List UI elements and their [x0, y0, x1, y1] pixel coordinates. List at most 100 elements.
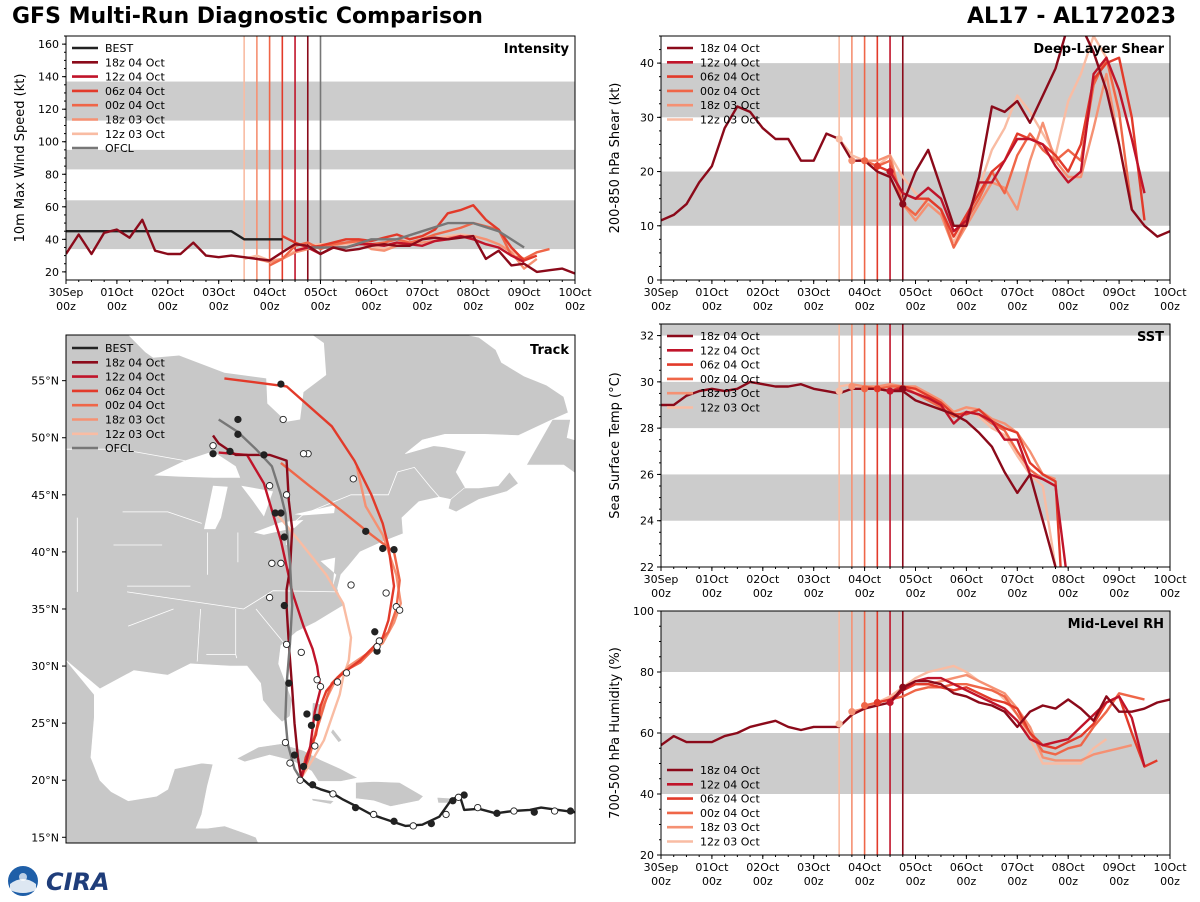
series-line-18z-03-oct	[851, 382, 1056, 481]
x-tick-label: 10Oct	[558, 286, 592, 299]
rh-chart: 2040608010030Sep00z01Oct00z02Oct00z03Oct…	[608, 605, 1187, 888]
init-marker	[848, 708, 856, 716]
series-line-best	[66, 229, 283, 241]
legend-label: 06z 04 Oct	[700, 359, 760, 372]
init-marker	[886, 387, 894, 395]
track-point	[277, 380, 285, 388]
legend-label: 12z 04 Oct	[700, 778, 760, 791]
y-tick-label: 40	[45, 233, 59, 246]
border-line	[127, 590, 339, 610]
lat-tick-label: 40°N	[31, 546, 59, 559]
legend-label: 12z 03 Oct	[700, 114, 760, 127]
track-point	[277, 559, 285, 567]
track-point	[303, 710, 311, 718]
y-tick-label: 0	[647, 274, 654, 287]
shaded-band	[661, 63, 1170, 118]
y-tick-label: 28	[640, 422, 654, 435]
water-body	[241, 485, 273, 517]
land-mass	[310, 798, 335, 805]
y-axis-label: 10m Max Wind Speed (kt)	[13, 74, 28, 243]
x-tick-label: 08Oct	[1052, 286, 1086, 299]
track-point	[316, 682, 325, 691]
track-point	[474, 803, 482, 812]
legend-label: 12z 04 Oct	[700, 344, 760, 357]
track-point	[510, 807, 518, 815]
border-line	[196, 608, 201, 662]
shaded-band	[661, 474, 1170, 521]
series-line-12z-03-oct	[838, 36, 1121, 244]
init-marker	[848, 382, 856, 391]
legend-label: 12z 03 Oct	[105, 128, 165, 141]
track-point	[370, 810, 378, 819]
x-tick-label: 09Oct	[1103, 286, 1137, 299]
x-tick-label: 00z	[107, 300, 127, 313]
plot-area	[66, 36, 575, 280]
series-line-12z-04-oct	[889, 56, 1146, 233]
x-tick-label: 01Oct	[695, 573, 729, 586]
init-marker	[861, 701, 869, 710]
init-marker	[899, 683, 907, 691]
water-body	[154, 451, 241, 478]
legend-label: 12z 03 Oct	[700, 402, 760, 415]
legend-label: 00z 04 Oct	[105, 399, 165, 412]
x-tick-label: 00z	[702, 875, 722, 888]
series-line-18z-04-oct	[661, 679, 1170, 747]
y-tick-label: 140	[38, 71, 59, 84]
track-point	[313, 713, 321, 722]
x-tick-label: 00z	[565, 300, 585, 313]
x-tick-label: 06Oct	[950, 286, 984, 299]
x-tick-label: 06Oct	[950, 573, 984, 586]
track-point	[342, 669, 351, 677]
lat-tick-label: 20°N	[31, 774, 59, 787]
track-point	[280, 533, 288, 541]
lat-tick-label: 15°N	[31, 831, 59, 844]
x-tick-label: 10Oct	[1153, 573, 1187, 586]
map-area	[66, 335, 575, 843]
legend-label: 18z 03 Oct	[105, 414, 165, 427]
x-tick-label: 00z	[514, 300, 534, 313]
x-tick-label: 00z	[209, 300, 229, 313]
x-tick-label: 00z	[804, 875, 824, 888]
init-marker	[899, 385, 907, 393]
x-tick-label: 30Sep	[644, 286, 679, 299]
track-line-best	[300, 776, 575, 828]
x-tick-label: 00z	[957, 875, 977, 888]
y-tick-label: 26	[640, 468, 654, 481]
track-point	[265, 482, 274, 490]
border-line	[206, 654, 238, 659]
x-tick-label: 07Oct	[1001, 573, 1035, 586]
track-point	[297, 648, 305, 657]
track-point	[396, 606, 404, 614]
x-tick-label: 00z	[1058, 587, 1078, 600]
legend-label: 00z 04 Oct	[700, 807, 760, 820]
shaded-band	[661, 733, 1170, 794]
plot-area	[661, 324, 1170, 567]
y-tick-label: 24	[640, 515, 654, 528]
track-line-12z-04-oct	[218, 451, 322, 779]
x-tick-label: 04Oct	[848, 861, 882, 874]
x-tick-label: 00z	[651, 300, 671, 313]
y-tick-label: 40	[640, 788, 654, 801]
track-point	[299, 450, 308, 458]
track-point	[260, 451, 268, 459]
series-line-12z-03-oct	[838, 664, 1108, 765]
series-line-06z-04-oct	[281, 203, 538, 262]
border-line	[128, 608, 174, 627]
track-point	[333, 678, 342, 686]
panel-title: Track	[530, 343, 569, 358]
legend-label: BEST	[105, 342, 133, 355]
x-tick-label: 00z	[855, 300, 875, 313]
track-point	[371, 628, 379, 636]
y-tick-label: 40	[640, 57, 654, 70]
track-point	[362, 527, 370, 536]
track-point	[285, 679, 293, 687]
x-tick-label: 00z	[1007, 300, 1027, 313]
x-tick-label: 07Oct	[1001, 861, 1035, 874]
y-tick-label: 60	[45, 201, 59, 214]
x-tick-label: 00z	[158, 300, 178, 313]
y-tick-label: 22	[640, 561, 654, 574]
init-marker	[873, 162, 881, 170]
y-tick-label: 20	[640, 166, 654, 179]
x-tick-label: 00z	[1007, 587, 1027, 600]
legend-label: BEST	[105, 42, 133, 55]
